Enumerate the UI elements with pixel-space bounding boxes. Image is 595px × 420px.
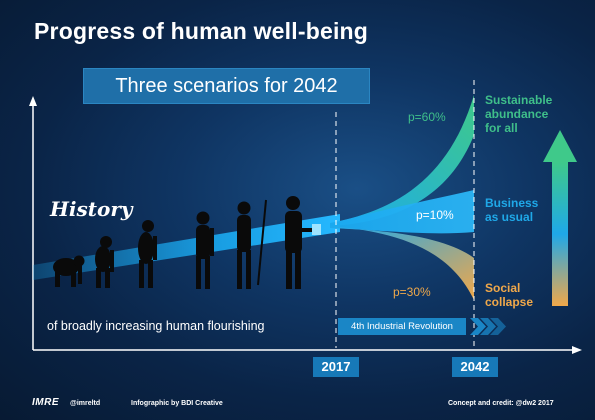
year-2042-label: 2042 <box>452 357 498 377</box>
scenario-business-wedge <box>330 190 474 234</box>
up-arrow-icon <box>543 130 577 306</box>
silhouette-modern-human <box>285 196 316 289</box>
silhouette-ape <box>53 255 85 287</box>
scenario-sustainable-line-2: abundance <box>485 107 549 121</box>
scenario-business-line-2: as usual <box>485 210 534 224</box>
industrial-revolution-badge: 4th Industrial Revolution <box>338 318 466 335</box>
scenario-collapse-line-2: collapse <box>485 295 534 309</box>
footer-handle: @imreltd <box>70 400 101 407</box>
year-2017-label: 2017 <box>313 357 359 377</box>
human-evolution-silhouettes <box>53 196 316 289</box>
silhouette-hominid <box>138 220 157 288</box>
probability-collapse: p=30% <box>393 285 431 299</box>
silhouette-homo-sapiens-spear <box>237 199 267 289</box>
scenario-collapse-line-1: Social <box>485 281 521 295</box>
tablet-icon <box>312 224 321 235</box>
scenario-sustainable-label: Sustainable abundance for all <box>485 93 552 135</box>
silhouette-homo-erectus <box>196 211 214 289</box>
footer-concept-credit: Concept and credit: @dw2 2017 <box>448 400 554 407</box>
history-tagline: of broadly increasing human flourishing <box>47 319 265 333</box>
page-title: Progress of human well-being <box>34 18 369 44</box>
scenario-sustainable-wedge <box>330 95 474 226</box>
footer-infographic-credit: Infographic by BDI Creative <box>131 400 223 407</box>
scenario-collapse-wedge <box>330 226 474 300</box>
chevron-arrows-icon <box>470 318 506 335</box>
x-axis-arrowhead <box>572 346 582 354</box>
imre-logo: IMRE <box>32 397 59 408</box>
scenario-sustainable-line-3: for all <box>485 121 518 135</box>
probability-business: p=10% <box>416 208 454 222</box>
scenario-business-label: Business as usual <box>485 196 538 224</box>
scenario-collapse-label: Social collapse <box>485 281 533 309</box>
history-label: History <box>50 197 133 221</box>
subtitle-box: Three scenarios for 2042 <box>83 68 370 104</box>
probability-sustainable: p=60% <box>408 110 446 124</box>
y-axis-arrowhead <box>29 96 37 106</box>
silhouette-early-hominid <box>95 236 114 288</box>
scenario-sustainable-line-1: Sustainable <box>485 93 553 107</box>
scenario-business-line-1: Business <box>485 196 539 210</box>
